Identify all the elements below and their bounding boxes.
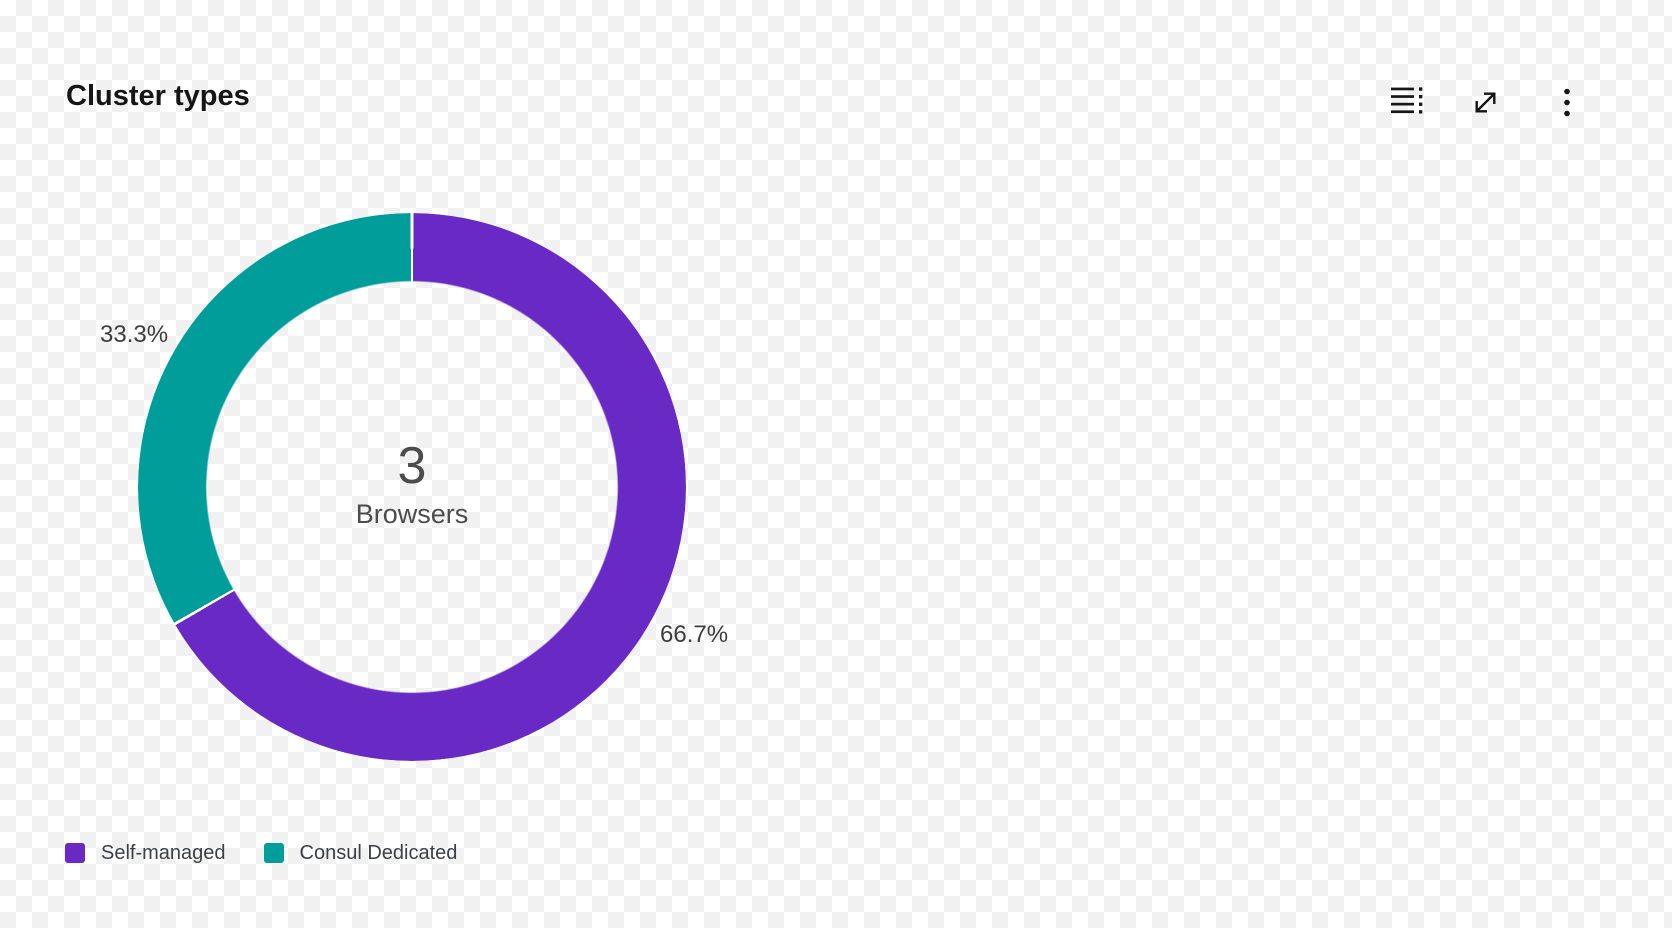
segment-label-self-managed: 66.7%: [660, 621, 729, 648]
expand-icon: [1470, 87, 1501, 118]
legend-item-consul-dedicated[interactable]: Consul Dedicated: [263, 841, 458, 865]
chart-legend: Self-managed Consul Dedicated: [65, 841, 457, 865]
legend-swatch-self-managed: [65, 843, 85, 863]
chart-title: Cluster types: [66, 80, 250, 112]
segment-label-consul-dedicated: 33.3%: [100, 321, 169, 348]
data-table-icon: [1391, 87, 1424, 115]
legend-label-self-managed: Self-managed: [101, 842, 226, 864]
more-options-button[interactable]: [1561, 88, 1573, 117]
kebab-menu-icon: [1561, 88, 1573, 117]
legend-label-consul-dedicated: Consul Dedicated: [299, 842, 458, 864]
legend-swatch-consul-dedicated: [263, 843, 284, 863]
donut-chart[interactable]: [138, 213, 686, 761]
fullscreen-button[interactable]: [1470, 87, 1501, 118]
legend-item-self-managed[interactable]: Self-managed: [65, 841, 226, 865]
show-data-table-button[interactable]: [1391, 87, 1424, 115]
